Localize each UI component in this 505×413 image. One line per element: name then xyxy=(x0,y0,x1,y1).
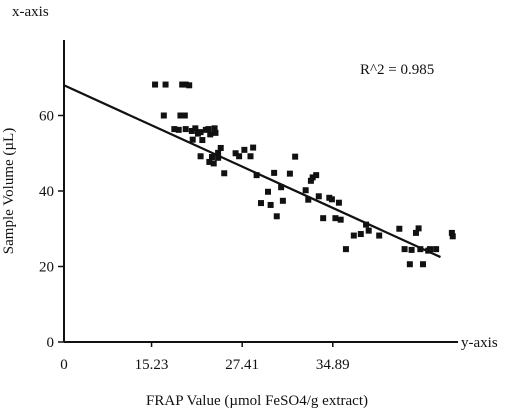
y-axis-title: Sample Volume (µL) xyxy=(1,128,17,254)
data-point xyxy=(162,81,169,88)
data-point xyxy=(376,232,383,239)
data-point xyxy=(412,229,419,236)
x-tick-label: 27.41 xyxy=(225,357,259,373)
x-corner-label: x-axis xyxy=(12,4,49,20)
data-point xyxy=(365,227,372,234)
data-point xyxy=(433,246,440,253)
x-tick-label: 15.23 xyxy=(135,357,169,373)
data-point xyxy=(408,246,415,253)
data-point xyxy=(221,170,228,177)
data-point xyxy=(258,200,264,207)
data-point xyxy=(278,184,285,191)
data-point xyxy=(210,160,217,167)
y-tick-label: 60 xyxy=(39,109,54,125)
data-point xyxy=(449,233,456,240)
y-corner-label: y-axis xyxy=(461,335,498,351)
data-point xyxy=(211,125,218,132)
trendline xyxy=(63,84,441,259)
x-axis-title: FRAP Value (µmol FeSO4/g extract) xyxy=(146,393,368,409)
data-point xyxy=(342,246,349,253)
data-point xyxy=(315,193,322,200)
data-point xyxy=(181,112,188,119)
data-point xyxy=(332,215,339,222)
data-point xyxy=(267,201,274,208)
data-point xyxy=(292,153,299,160)
data-point xyxy=(253,172,260,179)
data-point xyxy=(335,199,342,206)
data-point xyxy=(305,196,312,203)
data-point xyxy=(212,129,219,136)
data-point xyxy=(199,137,206,144)
data-point xyxy=(241,146,248,153)
data-point xyxy=(271,169,278,176)
data-point xyxy=(350,232,357,239)
data-point xyxy=(265,188,272,195)
data-point xyxy=(152,81,159,88)
data-point xyxy=(279,197,286,204)
data-point xyxy=(160,112,167,119)
data-point xyxy=(307,177,314,184)
data-point xyxy=(197,153,204,160)
data-point xyxy=(182,126,189,133)
data-point xyxy=(186,82,193,89)
y-tick-label: 20 xyxy=(39,260,54,276)
data-point xyxy=(396,225,403,232)
y-tick-label: 0 xyxy=(47,335,55,351)
data-point xyxy=(215,154,222,161)
data-point xyxy=(247,153,254,160)
data-point xyxy=(302,187,309,194)
trendline-layer xyxy=(63,84,441,259)
data-point xyxy=(188,127,195,134)
data-point xyxy=(197,129,204,136)
data-point xyxy=(320,215,327,222)
data-point xyxy=(192,125,199,132)
data-point xyxy=(206,158,213,165)
data-point xyxy=(426,246,433,253)
data-point xyxy=(401,246,408,253)
data-point xyxy=(363,221,370,228)
data-point xyxy=(273,213,280,220)
data-point xyxy=(286,170,293,177)
data-point xyxy=(175,126,182,133)
x-tick-label: 34.89 xyxy=(316,357,350,373)
data-point xyxy=(236,153,243,160)
data-point xyxy=(171,126,178,133)
data-point xyxy=(406,261,413,268)
data-point xyxy=(337,216,344,223)
data-point xyxy=(357,231,364,238)
y-tick-label: 40 xyxy=(39,184,54,200)
data-point xyxy=(215,149,222,156)
data-point xyxy=(189,136,196,143)
ticks-layer: 0 20 40 60 15.23 27.41 34.89 xyxy=(39,109,350,374)
data-point xyxy=(250,144,257,151)
data-point xyxy=(232,150,239,157)
r-squared-annotation: R^2 = 0.985 xyxy=(360,62,434,78)
data-point xyxy=(179,81,186,88)
data-point xyxy=(205,126,212,133)
data-point xyxy=(313,172,320,179)
data-point xyxy=(182,81,189,88)
data-point xyxy=(217,144,224,151)
data-point xyxy=(309,174,316,181)
data-point xyxy=(419,261,426,268)
data-point xyxy=(207,131,214,138)
data-point xyxy=(448,229,455,236)
data-point xyxy=(208,154,215,161)
data-point xyxy=(417,246,424,253)
data-point xyxy=(177,112,184,119)
data-point xyxy=(415,225,422,232)
origin-label: 0 xyxy=(60,357,68,373)
points-layer xyxy=(152,81,456,268)
data-point xyxy=(328,196,335,203)
